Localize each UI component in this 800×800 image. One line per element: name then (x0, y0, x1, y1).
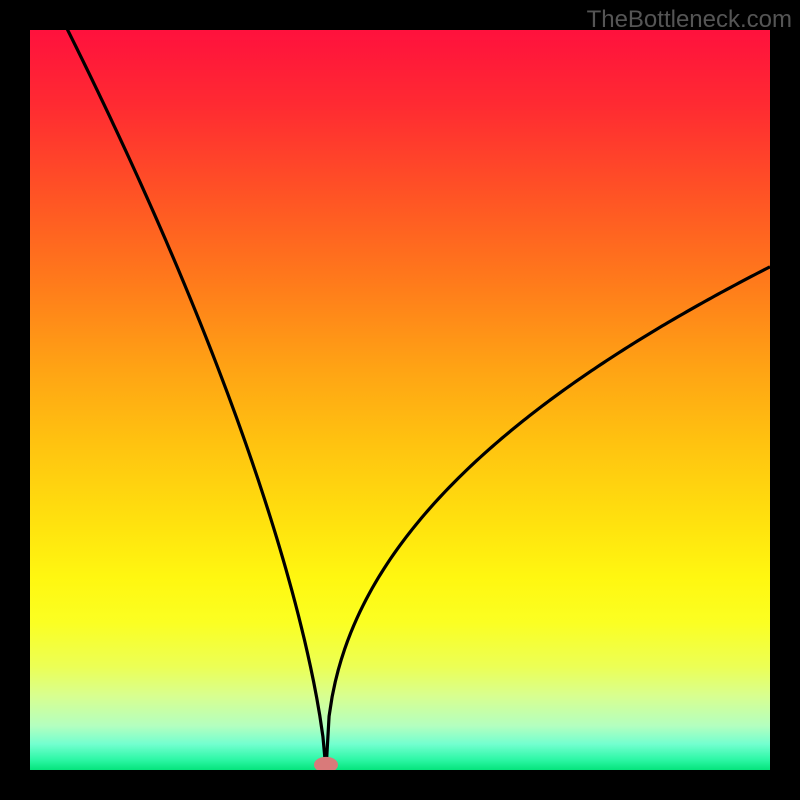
chart-svg (0, 0, 800, 800)
gradient-background (30, 30, 770, 770)
watermark-text: TheBottleneck.com (587, 6, 792, 34)
chart-container: { "canvas": { "width": 800, "height": 80… (0, 0, 800, 800)
